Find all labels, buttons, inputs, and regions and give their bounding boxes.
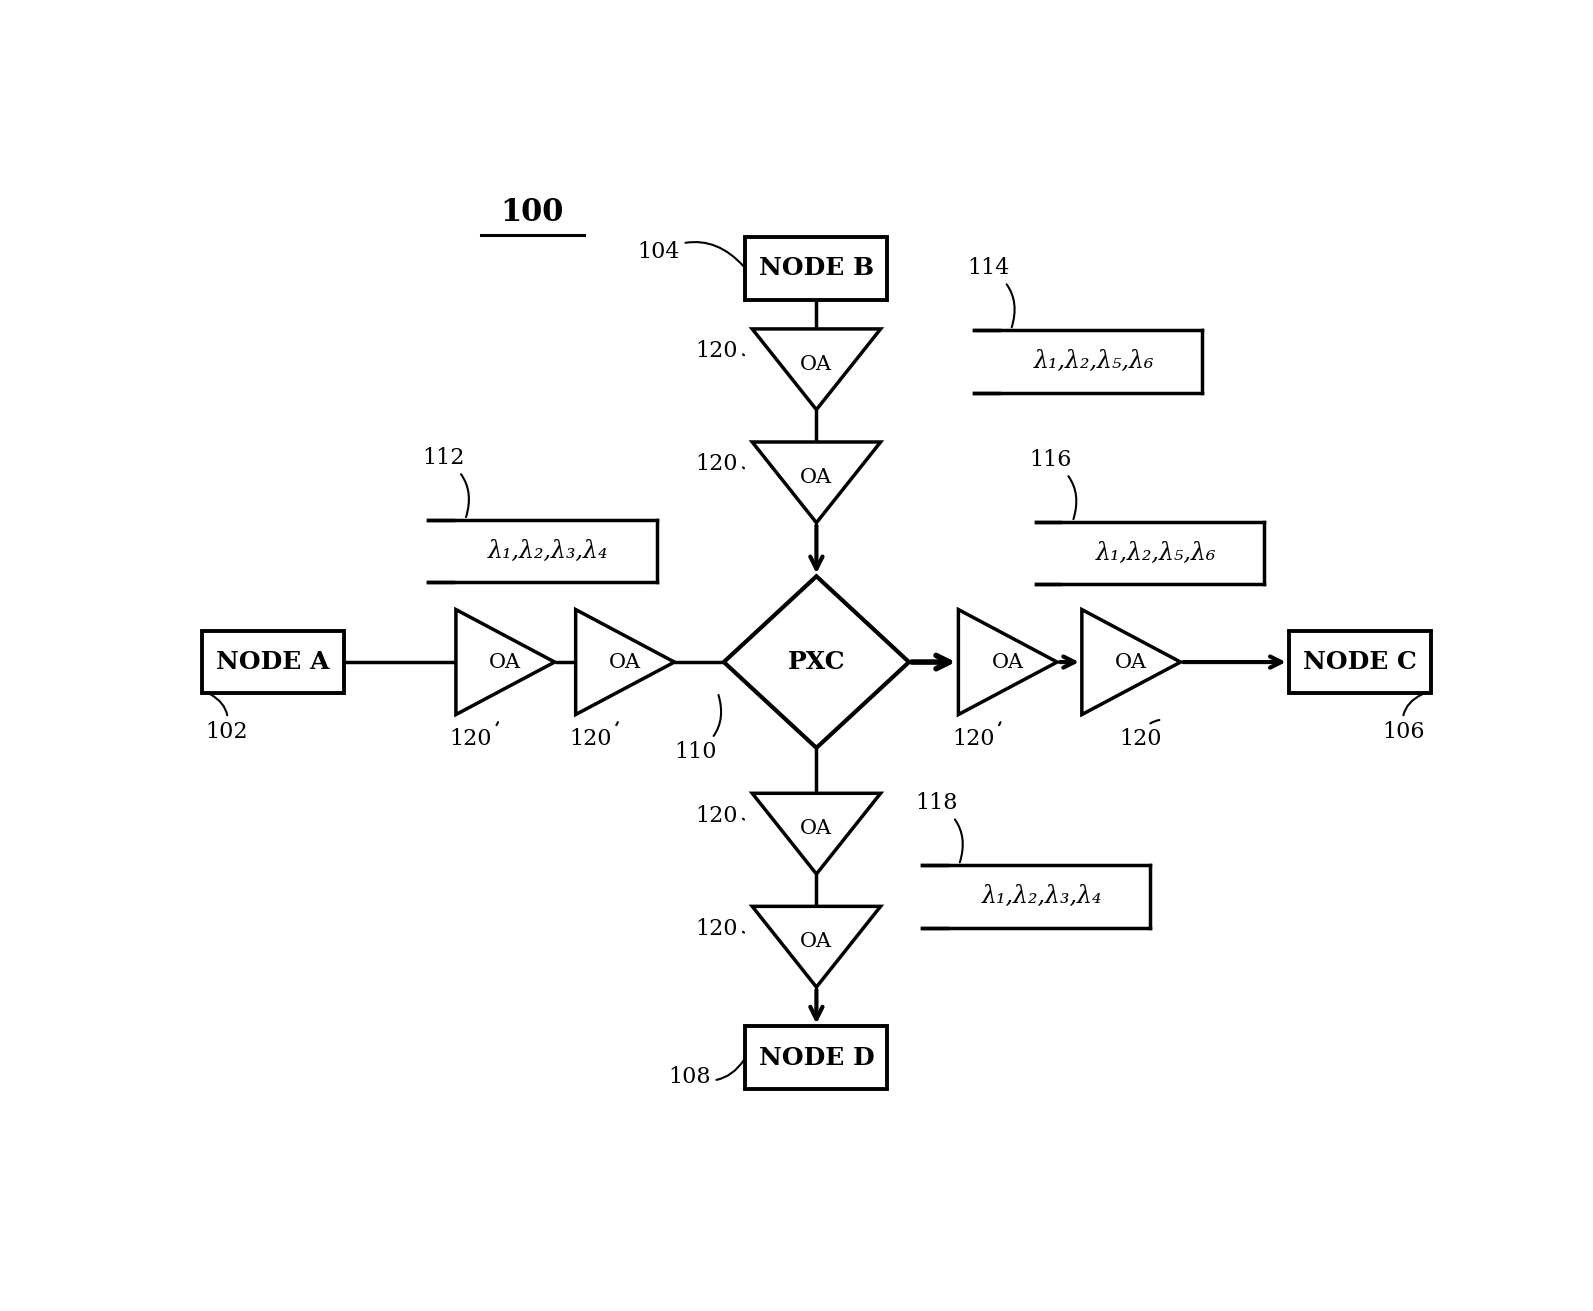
Text: 120: 120 xyxy=(696,340,744,362)
Text: 120: 120 xyxy=(696,805,744,826)
Text: 116: 116 xyxy=(1029,450,1077,519)
Polygon shape xyxy=(1082,610,1180,714)
Text: OA: OA xyxy=(609,653,640,671)
FancyBboxPatch shape xyxy=(1289,631,1431,694)
Text: 120: 120 xyxy=(953,722,1000,750)
Text: λ₁,λ₂,λ₃,λ₄: λ₁,λ₂,λ₃,λ₄ xyxy=(489,540,609,562)
Text: 112: 112 xyxy=(422,447,468,517)
Text: 100: 100 xyxy=(500,198,564,228)
Text: 108: 108 xyxy=(669,1061,744,1088)
Polygon shape xyxy=(723,577,910,747)
Text: OA: OA xyxy=(489,653,521,671)
Text: OA: OA xyxy=(800,468,833,486)
Text: OA: OA xyxy=(800,819,833,838)
Text: 102: 102 xyxy=(205,695,249,743)
Text: 104: 104 xyxy=(637,241,744,266)
Text: NODE C: NODE C xyxy=(1303,650,1416,674)
Text: λ₁,λ₂,λ₃,λ₄: λ₁,λ₂,λ₃,λ₄ xyxy=(983,885,1102,907)
Text: NODE A: NODE A xyxy=(217,650,330,674)
Polygon shape xyxy=(752,906,881,987)
Polygon shape xyxy=(575,610,674,714)
Text: 120: 120 xyxy=(696,454,744,476)
Text: OA: OA xyxy=(800,355,833,374)
Polygon shape xyxy=(752,442,881,523)
Text: 106: 106 xyxy=(1381,695,1424,743)
Text: OA: OA xyxy=(1115,653,1147,671)
Text: 120: 120 xyxy=(696,918,744,940)
Text: λ₁,λ₂,λ₅,λ₆: λ₁,λ₂,λ₅,λ₆ xyxy=(1096,541,1215,565)
FancyBboxPatch shape xyxy=(202,631,344,694)
Text: 120: 120 xyxy=(570,722,618,750)
Text: 120: 120 xyxy=(449,722,499,750)
Text: OA: OA xyxy=(992,653,1024,671)
FancyBboxPatch shape xyxy=(746,1027,887,1089)
Text: NODE D: NODE D xyxy=(758,1046,875,1070)
Polygon shape xyxy=(752,329,881,409)
FancyBboxPatch shape xyxy=(746,237,887,300)
Text: PXC: PXC xyxy=(787,650,846,674)
Text: λ₁,λ₂,λ₅,λ₆: λ₁,λ₂,λ₅,λ₆ xyxy=(1034,350,1155,372)
Text: 110: 110 xyxy=(674,695,722,763)
Polygon shape xyxy=(456,610,554,714)
Text: 118: 118 xyxy=(916,792,962,863)
Text: NODE B: NODE B xyxy=(758,257,875,281)
Text: 114: 114 xyxy=(967,257,1015,328)
Polygon shape xyxy=(752,793,881,874)
Text: OA: OA xyxy=(800,932,833,952)
Polygon shape xyxy=(959,610,1058,714)
Text: 120: 120 xyxy=(1118,720,1161,750)
